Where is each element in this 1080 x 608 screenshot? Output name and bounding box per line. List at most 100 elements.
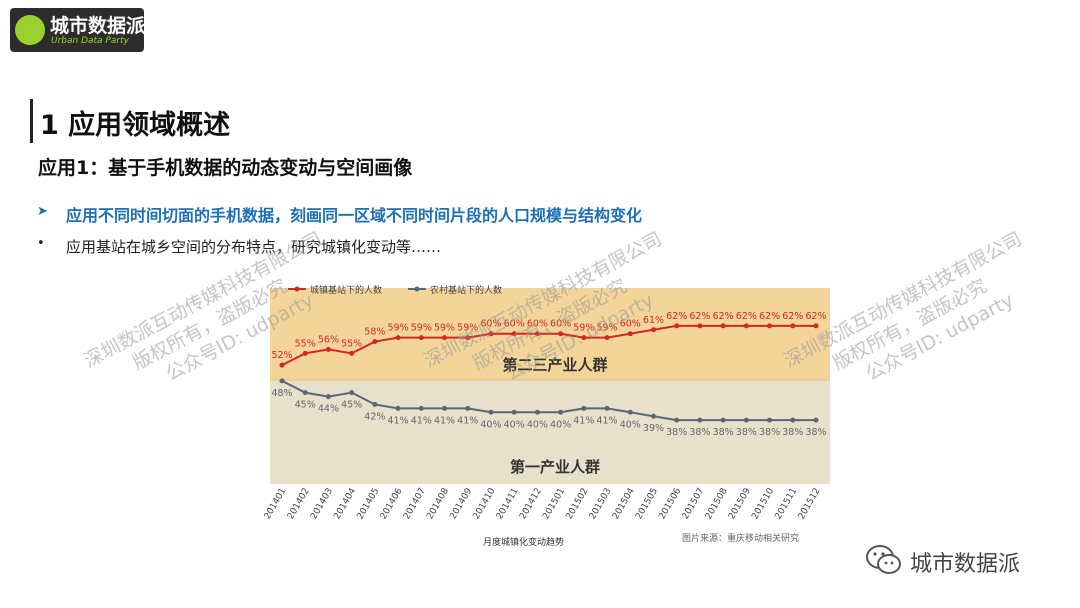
x-tick-label: 201511 <box>774 487 800 522</box>
data-label: 38% <box>689 427 710 438</box>
data-point <box>627 331 633 337</box>
data-point <box>604 405 610 411</box>
data-label: 45% <box>295 400 316 411</box>
watermark-line: 公众号ID: udparty <box>862 289 1018 386</box>
data-point <box>534 331 540 337</box>
data-label: 59% <box>388 323 409 334</box>
data-label: 48% <box>271 388 292 399</box>
data-label: 38% <box>713 427 734 438</box>
data-point <box>674 417 680 423</box>
data-label: 60% <box>480 319 501 330</box>
data-point <box>720 417 726 423</box>
data-point <box>302 350 308 356</box>
data-label: 40% <box>504 419 525 430</box>
data-label: 40% <box>480 419 501 430</box>
data-point <box>767 323 773 329</box>
x-tick-label: 201504 <box>611 486 637 521</box>
data-point <box>790 417 796 423</box>
data-label: 59% <box>411 323 432 334</box>
data-point <box>325 394 331 400</box>
legend-marker <box>414 286 420 292</box>
data-point <box>372 339 378 345</box>
data-label: 62% <box>689 311 710 322</box>
data-point <box>442 335 448 341</box>
data-point <box>279 378 285 384</box>
x-tick-label: 201502 <box>565 487 591 522</box>
data-point <box>558 409 564 415</box>
data-point <box>627 409 633 415</box>
data-point <box>488 331 494 337</box>
data-label: 62% <box>782 311 803 322</box>
logo-title: 城市数据派 <box>50 15 146 37</box>
section-title: 1 应用领域概述 <box>40 110 231 141</box>
band-label: 第二三产业人群 <box>502 356 607 374</box>
data-point <box>743 323 749 329</box>
data-point <box>790 323 796 329</box>
data-label: 41% <box>434 415 455 426</box>
urbanization-chart: 第二三产业人群 第一产业人群 城镇基站下的人数 农村基站下的人数 52% 55% 56% 55… <box>248 268 830 530</box>
data-label: 56% <box>318 334 339 345</box>
x-tick-label: 201510 <box>750 486 776 521</box>
data-label: 59% <box>596 323 617 334</box>
data-point <box>511 409 517 415</box>
data-point <box>418 405 424 411</box>
data-label: 41% <box>457 415 478 426</box>
arrow-bullet-icon: ➤ <box>37 204 48 219</box>
data-label: 55% <box>341 338 362 349</box>
data-label: 62% <box>759 311 780 322</box>
x-tick-label: 201408 <box>425 486 451 521</box>
data-point <box>581 405 587 411</box>
dot-bullet-icon: • <box>37 236 45 251</box>
data-label: 61% <box>643 315 664 326</box>
x-tick-label: 201406 <box>379 486 405 521</box>
wechat-icon <box>866 545 901 574</box>
x-tick-label: 201411 <box>495 487 521 522</box>
data-label: 59% <box>434 323 455 334</box>
data-label: 40% <box>527 419 548 430</box>
data-label: 38% <box>805 427 826 438</box>
x-tick-label: 201403 <box>309 487 335 522</box>
data-label: 62% <box>666 311 687 322</box>
data-point <box>279 362 285 368</box>
data-label: 41% <box>411 415 432 426</box>
logo-subtitle: Urban Data Party <box>51 36 129 46</box>
data-label: 62% <box>713 311 734 322</box>
data-point <box>697 323 703 329</box>
x-tick-label: 201503 <box>588 487 614 522</box>
x-tick-label: 201412 <box>518 487 544 522</box>
x-tick-label: 201507 <box>681 487 707 522</box>
data-label: 38% <box>782 427 803 438</box>
data-point <box>674 323 680 329</box>
chart-caption: 月度城镇化变动趋势 <box>483 538 565 548</box>
data-label: 55% <box>295 338 316 349</box>
data-point <box>465 335 471 341</box>
data-point <box>511 331 517 337</box>
data-label: 41% <box>388 415 409 426</box>
x-tick-label: 201505 <box>634 487 660 522</box>
footer-brand: 城市数据派 <box>910 552 1021 577</box>
x-tick-label: 201509 <box>727 486 753 521</box>
data-point <box>743 417 749 423</box>
x-tick-label: 201401 <box>263 487 289 522</box>
data-label: 44% <box>318 404 339 415</box>
x-tick-label: 201410 <box>472 486 498 521</box>
data-label: 38% <box>736 427 757 438</box>
x-tick-label: 201402 <box>286 487 312 522</box>
slide-subtitle: 应用1：基于手机数据的动态变动与空间画像 <box>38 157 413 179</box>
x-tick-label: 201506 <box>657 486 683 521</box>
data-label: 60% <box>620 319 641 330</box>
data-label: 42% <box>364 411 385 422</box>
legend-label: 农村基站下的人数 <box>430 284 502 296</box>
data-label: 59% <box>457 323 478 334</box>
data-point <box>604 335 610 341</box>
lower-band <box>270 380 830 484</box>
x-tick-label: 201508 <box>704 486 730 521</box>
data-point <box>372 401 378 407</box>
data-point <box>442 405 448 411</box>
data-point <box>813 417 819 423</box>
data-point <box>302 390 308 396</box>
data-point <box>558 331 564 337</box>
data-label: 40% <box>550 419 571 430</box>
data-point <box>349 350 355 356</box>
